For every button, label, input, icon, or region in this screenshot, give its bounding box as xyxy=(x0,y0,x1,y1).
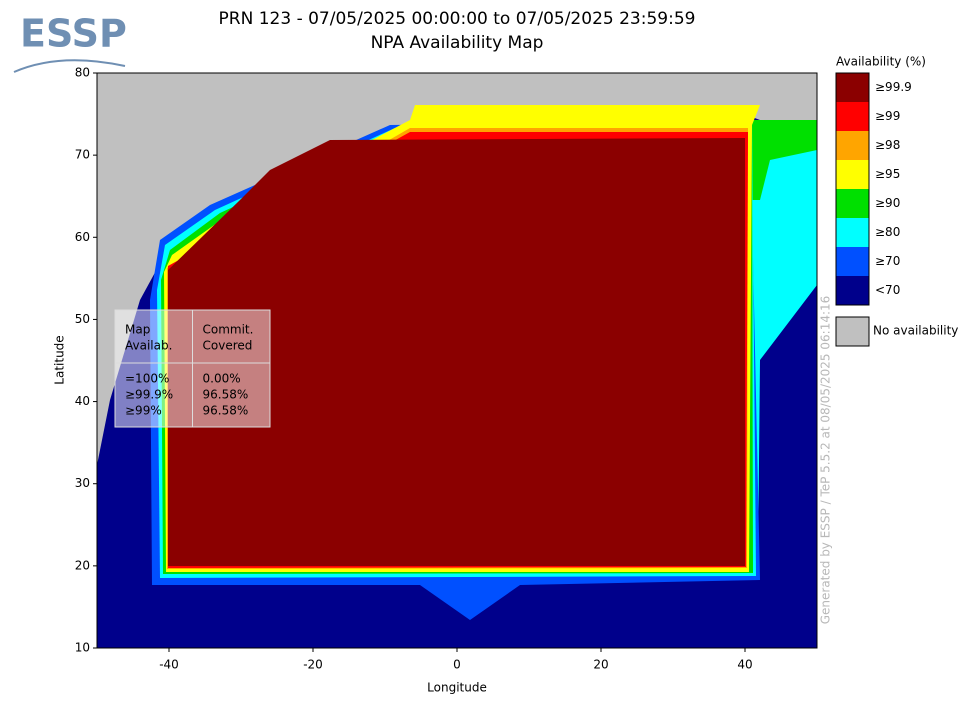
legend-frame xyxy=(835,72,870,306)
logo: ESSP xyxy=(20,12,127,56)
legend-swatch xyxy=(836,276,869,305)
table-header: Availab. xyxy=(125,339,172,353)
table-cell: ≥99% xyxy=(125,404,162,418)
table-cell: =100% xyxy=(125,372,169,386)
y-tick-label: 50 xyxy=(75,312,90,326)
legend-label: ≥70 xyxy=(875,254,900,268)
x-tick-label: 0 xyxy=(453,658,461,672)
x-tick-label: 20 xyxy=(593,658,608,672)
table-header: Commit. xyxy=(203,323,254,337)
table-header: Covered xyxy=(203,339,253,353)
legend-label: ≥99.9 xyxy=(875,80,912,94)
coverage-zone xyxy=(750,120,817,200)
chart-title: PRN 123 - 07/05/2025 00:00:00 to 07/05/2… xyxy=(219,9,696,29)
legend-label: <70 xyxy=(875,283,900,297)
legend-label: No availability xyxy=(873,324,958,338)
y-tick-label: 80 xyxy=(75,66,90,80)
y-tick-label: 20 xyxy=(75,558,90,572)
y-tick-label: 30 xyxy=(75,476,90,490)
coverage-zone xyxy=(168,138,745,566)
legend-label: ≥98 xyxy=(875,138,900,152)
table-cell: ≥99.9% xyxy=(125,388,173,402)
legend-label: ≥99 xyxy=(875,109,900,123)
legend-swatch xyxy=(835,316,870,347)
legend-swatch xyxy=(836,247,869,276)
logo-arc xyxy=(13,59,126,73)
x-tick-label: -40 xyxy=(159,658,179,672)
y-tick-label: 40 xyxy=(75,394,90,408)
legend-swatch xyxy=(836,160,869,189)
legend-swatch xyxy=(836,102,869,131)
y-axis-label: Latitude xyxy=(53,335,67,384)
legend-swatch xyxy=(836,73,869,102)
legend-label: ≥90 xyxy=(875,196,900,210)
legend-label: ≥95 xyxy=(875,167,900,181)
legend-swatch xyxy=(836,218,869,247)
x-axis-label: Longitude xyxy=(427,681,487,695)
table-header: Map xyxy=(125,323,150,337)
map xyxy=(96,72,818,649)
table-cell: 96.58% xyxy=(203,404,249,418)
legend-swatch xyxy=(836,131,869,160)
y-tick-label: 60 xyxy=(75,230,90,244)
y-tick-label: 70 xyxy=(75,148,90,162)
x-tick-label: -20 xyxy=(303,658,323,672)
table-cell: 0.00% xyxy=(203,372,241,386)
x-tick-label: 40 xyxy=(737,658,752,672)
table-cell: 96.58% xyxy=(203,388,249,402)
footer: Generated by ESSP / TeP 5.5.2 at 08/05/2… xyxy=(819,296,833,625)
legend-label: ≥80 xyxy=(875,225,900,239)
legend-title: Availability (%) xyxy=(836,55,926,69)
legend-swatch xyxy=(836,189,869,218)
chart-subtitle: NPA Availability Map xyxy=(371,33,544,53)
coverage-zone xyxy=(748,120,817,565)
y-tick-label: 10 xyxy=(75,641,90,655)
